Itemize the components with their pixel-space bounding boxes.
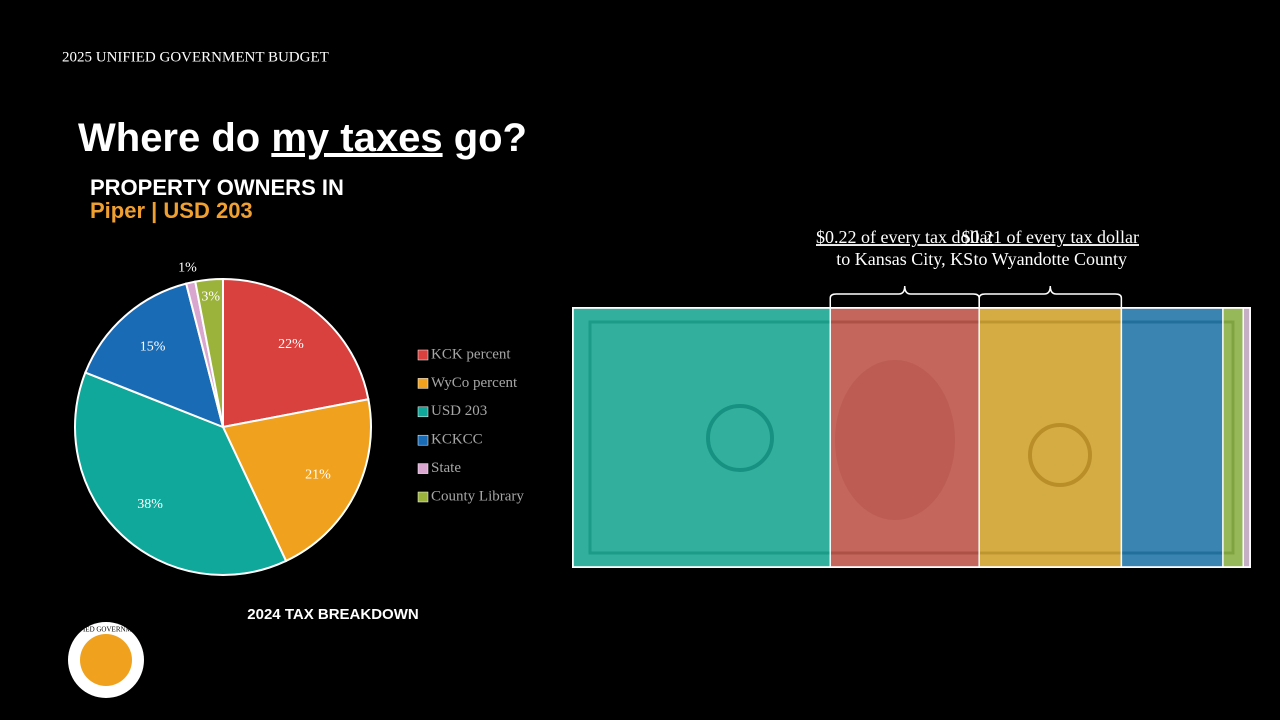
legend-swatch bbox=[417, 349, 429, 361]
title-underlined: my taxes bbox=[271, 116, 442, 160]
title-part: go? bbox=[443, 116, 527, 160]
legend-label: USD 203 bbox=[431, 403, 487, 419]
bill-segment bbox=[978, 307, 1123, 568]
header: 2025 UNIFIED GOVERNMENT BUDGET bbox=[62, 49, 329, 65]
slice-label: 3% bbox=[201, 290, 220, 305]
slice-label: 21% bbox=[305, 468, 331, 483]
chart-caption: 2024 TAX BREAKDOWN bbox=[247, 606, 418, 623]
title: Where do my taxes go? bbox=[78, 116, 527, 160]
subtitle-location: Piper | USD 203 bbox=[90, 198, 253, 223]
bill-segment bbox=[572, 307, 832, 568]
bill-segment bbox=[829, 307, 980, 568]
annotation: $0.22 of every tax dollar bbox=[816, 227, 993, 247]
annotation: to Wyandotte County bbox=[973, 249, 1127, 269]
bill-segment bbox=[1120, 307, 1224, 568]
bill-overlay bbox=[572, 307, 1251, 568]
slice-label: 1% bbox=[178, 260, 197, 275]
legend-label: KCK percent bbox=[431, 346, 511, 362]
legend-swatch bbox=[417, 406, 429, 418]
legend-label: State bbox=[431, 460, 461, 476]
bill-segment bbox=[1242, 307, 1251, 568]
logo-text: UNIFIED GOVERNMENT bbox=[67, 626, 146, 634]
brace bbox=[829, 285, 980, 307]
brace bbox=[978, 285, 1123, 307]
pie-slice bbox=[222, 277, 370, 429]
subtitle: PROPERTY OWNERS IN bbox=[90, 175, 344, 200]
legend-label: KCKCC bbox=[431, 432, 483, 448]
legend-label: WyCo percent bbox=[431, 375, 518, 391]
legend-label: County Library bbox=[431, 488, 524, 504]
slice-label: 22% bbox=[278, 337, 304, 352]
legend-swatch bbox=[417, 434, 429, 446]
slice-label: 15% bbox=[140, 339, 166, 354]
logo-center bbox=[80, 634, 132, 686]
bill-segment bbox=[1222, 307, 1244, 568]
annotation: to Kansas City, KS bbox=[836, 249, 973, 269]
annotation: $0.21 of every tax dollar bbox=[962, 227, 1139, 247]
pie-slice bbox=[74, 371, 288, 576]
pie-slice bbox=[221, 398, 372, 563]
slice-label: 38% bbox=[137, 497, 163, 512]
legend-swatch bbox=[417, 491, 429, 503]
title-part: Where do bbox=[78, 116, 271, 160]
legend-swatch bbox=[417, 378, 429, 389]
pie-slice bbox=[84, 282, 225, 429]
pie-slice bbox=[194, 277, 224, 428]
legend-swatch bbox=[417, 463, 429, 474]
